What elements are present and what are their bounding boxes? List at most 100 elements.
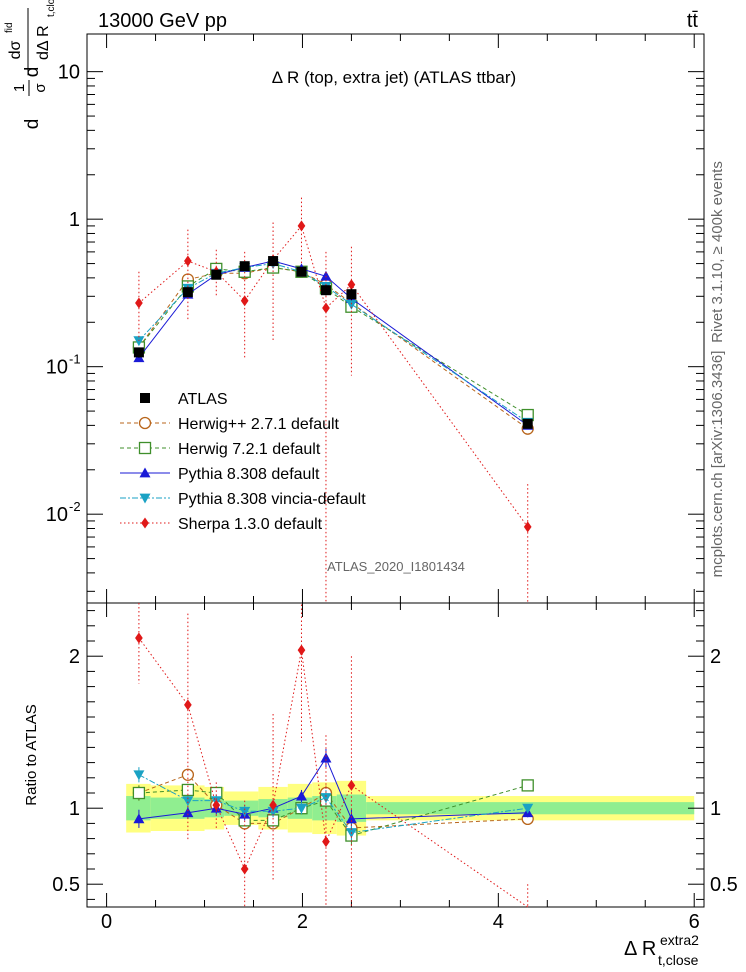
x-title-sup: extra2 xyxy=(660,932,699,948)
y-title-sigma: σ xyxy=(32,83,49,93)
series-point xyxy=(184,255,192,267)
atlas-point xyxy=(522,418,533,429)
ratio-y-axis-title: Ratio to ATLAS xyxy=(23,704,40,805)
atlas-point xyxy=(296,266,307,277)
series-ratio-point xyxy=(267,806,279,817)
legend: ATLAS Herwig++ 2.7.1 default Herwig 7.2.1 … xyxy=(120,391,366,533)
y-title-dsigma-d: d xyxy=(22,119,43,130)
series-point xyxy=(320,270,332,281)
rivet-version-label: Rivet 3.1.10, ≥ 400k events xyxy=(709,161,726,343)
y-tick-label: 10 xyxy=(58,62,80,84)
x-title-sub: t,close xyxy=(658,952,699,968)
series-line-ratio xyxy=(138,774,528,834)
analysis-watermark: ATLAS_2020_I1801434 xyxy=(327,559,465,574)
series-ratio-point xyxy=(295,803,307,814)
series-ratio-point xyxy=(135,632,143,644)
y-title-one: 1 xyxy=(11,84,28,92)
legend-label: Herwig++ 2.7.1 default xyxy=(178,416,340,433)
legend-label: Pythia 8.308 default xyxy=(178,466,320,483)
ratio-tick-label: 0.5 xyxy=(52,874,80,896)
series-2 xyxy=(133,255,534,828)
series-1 xyxy=(132,261,534,845)
x-tick-label: 0 xyxy=(101,911,112,933)
series-ratio-point xyxy=(182,796,194,807)
series-point xyxy=(135,297,143,309)
ratio-tick-label-right: 2 xyxy=(710,646,721,668)
legend-marker-atlas xyxy=(140,393,150,403)
header-energy-label: 13000 GeV pp xyxy=(98,10,227,32)
y-title-numerator-sup: fid xyxy=(4,22,15,33)
legend-entry-3: Pythia 8.308 vincia-default xyxy=(120,491,366,508)
y-title-denominator-sub: t,close xyxy=(46,0,57,17)
mcplots-credit-label: mcplots.cern.ch [arXiv:1306.3436] xyxy=(709,351,726,578)
legend-label: Herwig 7.2.1 default xyxy=(178,441,321,458)
legend-entry-atlas: ATLAS xyxy=(140,391,228,408)
ratio-tick-label-right: 1 xyxy=(710,798,721,820)
atlas-point xyxy=(268,256,279,267)
ratio-panel-frame xyxy=(86,602,705,908)
x-axis-title: Δ R extra2 t,close xyxy=(624,932,699,968)
series-line-ratio xyxy=(138,784,528,837)
atlas-point xyxy=(182,287,193,298)
series-0 xyxy=(132,261,534,838)
legend-marker xyxy=(138,416,152,430)
series-ratio-point xyxy=(212,799,221,811)
x-tick-label: 2 xyxy=(297,911,308,933)
series-ratio-point xyxy=(322,836,330,848)
series-ratio-point xyxy=(239,806,251,817)
series-ratio-point xyxy=(132,786,146,800)
series-point xyxy=(297,220,306,232)
series-ratio-point xyxy=(295,790,307,801)
series-point xyxy=(133,336,145,347)
x-tick-label: 6 xyxy=(689,911,700,933)
series-ratio-point xyxy=(184,699,192,711)
series-point xyxy=(345,299,357,310)
series-layer xyxy=(132,197,534,908)
y-tick-label: 10 xyxy=(46,357,68,379)
y-tick-exponent: -1 xyxy=(69,352,81,367)
y-tick-exponent: -2 xyxy=(69,499,81,514)
series-ratio-point xyxy=(133,813,145,824)
legend-label: Pythia 8.308 vincia-default xyxy=(178,491,366,508)
series-ratio-point xyxy=(320,752,332,763)
legend-marker xyxy=(139,493,151,504)
x-title-main: Δ R xyxy=(624,938,656,960)
series-ratio-point xyxy=(345,813,357,824)
ratio-tick-label: 2 xyxy=(69,646,80,668)
series-ratio-point xyxy=(320,793,332,804)
series-ratio-point xyxy=(522,803,534,814)
y-title-d: d xyxy=(22,67,43,78)
series-ratio-point xyxy=(182,807,194,818)
x-tick-label: 4 xyxy=(493,911,504,933)
series-point xyxy=(240,295,249,307)
series-line-ratio xyxy=(138,637,528,908)
legend-label-atlas: ATLAS xyxy=(178,391,228,408)
ratio-tick-label: 1 xyxy=(69,798,80,820)
legend-entry-4: Sherpa 1.3.0 default xyxy=(120,516,323,533)
legend-marker xyxy=(141,517,149,529)
legend-entry-0: Herwig++ 2.7.1 default xyxy=(120,416,340,433)
legend-label: Sherpa 1.3.0 default xyxy=(178,516,323,533)
series-ratio-point xyxy=(347,779,356,791)
series-3 xyxy=(133,259,534,842)
series-ratio-point xyxy=(240,863,249,875)
series-point xyxy=(322,302,330,314)
main-y-axis-title: d 1 σ d dσ fid dΔ R t,close extra2 xyxy=(4,0,57,129)
ratio-tick-label-right: 0.5 xyxy=(710,874,738,896)
series-ratio-point xyxy=(269,799,277,811)
series-point xyxy=(347,279,356,291)
series-ratio-point xyxy=(133,770,145,781)
atlas-point xyxy=(211,269,222,280)
series-ratio-point xyxy=(521,779,534,792)
atlas-point xyxy=(239,261,250,272)
y-title-numerator: dσ xyxy=(7,40,24,59)
header-process-label: tt̄ xyxy=(687,10,699,32)
legend-marker xyxy=(138,441,152,455)
atlas-point xyxy=(133,347,144,358)
y-tick-label: 10 xyxy=(46,504,68,526)
series-point xyxy=(523,521,532,533)
legend-entry-2: Pythia 8.308 default xyxy=(120,466,320,483)
legend-entry-1: Herwig 7.2.1 default xyxy=(120,441,321,458)
y-tick-label: 1 xyxy=(69,209,80,231)
